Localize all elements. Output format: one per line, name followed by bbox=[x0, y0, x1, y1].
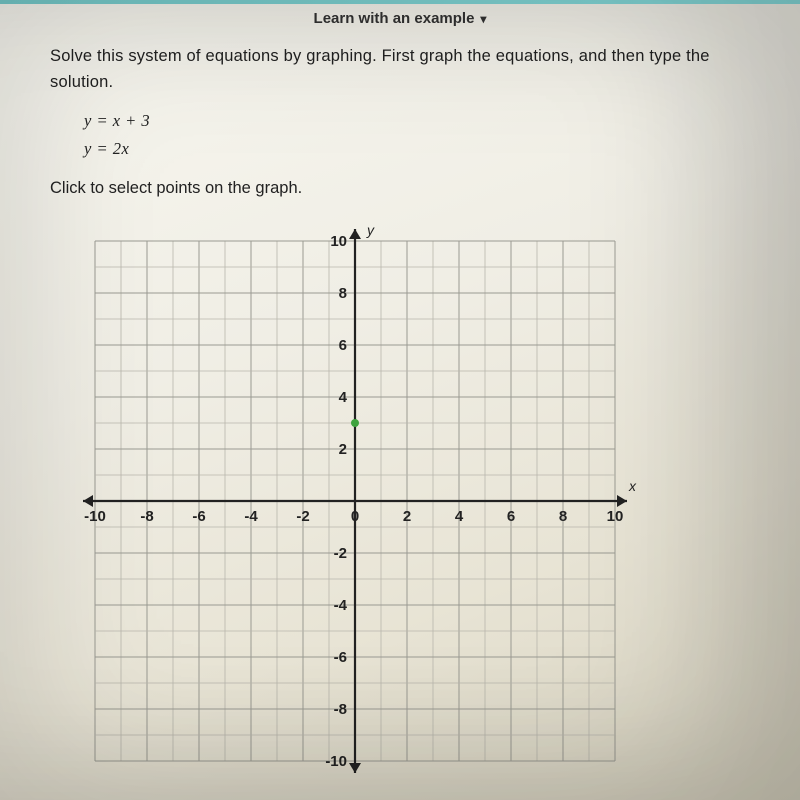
equation-2: y = 2x bbox=[84, 139, 772, 159]
svg-text:6: 6 bbox=[507, 508, 515, 525]
svg-text:6: 6 bbox=[339, 337, 347, 354]
svg-text:-2: -2 bbox=[296, 508, 309, 525]
svg-text:-6: -6 bbox=[334, 649, 347, 666]
svg-text:8: 8 bbox=[559, 508, 567, 525]
svg-text:10: 10 bbox=[330, 233, 347, 250]
svg-text:x: x bbox=[628, 478, 637, 494]
click-instruction: Click to select points on the graph. bbox=[50, 179, 772, 198]
coordinate-graph[interactable]: x y -10 -8 -6 -4 -2 0 2 4 6 8 10 10 8 6 4 2 -2 -4 -6 -8 -10 bbox=[70, 216, 640, 786]
svg-text:-8: -8 bbox=[334, 701, 347, 718]
svg-text:2: 2 bbox=[403, 508, 411, 525]
svg-text:8: 8 bbox=[339, 285, 347, 302]
chevron-down-icon: ▾ bbox=[480, 12, 486, 26]
svg-text:2: 2 bbox=[339, 441, 347, 458]
svg-text:-8: -8 bbox=[140, 508, 153, 525]
learn-label: Learn with an example bbox=[314, 10, 475, 27]
svg-text:-10: -10 bbox=[84, 508, 106, 525]
svg-text:4: 4 bbox=[455, 508, 464, 525]
learn-with-example-button[interactable]: Learn with an example ▾ bbox=[314, 10, 487, 27]
equation-1: y = x + 3 bbox=[84, 111, 772, 131]
svg-text:-4: -4 bbox=[244, 508, 258, 525]
equations-block: y = x + 3 y = 2x bbox=[84, 111, 772, 159]
svg-text:-4: -4 bbox=[334, 597, 348, 614]
svg-text:-2: -2 bbox=[334, 545, 347, 562]
problem-prompt: Solve this system of equations by graphi… bbox=[50, 44, 772, 95]
svg-text:10: 10 bbox=[607, 508, 624, 525]
svg-text:0: 0 bbox=[351, 508, 359, 525]
svg-text:-10: -10 bbox=[325, 753, 347, 770]
svg-text:-6: -6 bbox=[192, 508, 205, 525]
svg-text:4: 4 bbox=[339, 389, 348, 406]
svg-text:y: y bbox=[366, 222, 375, 238]
